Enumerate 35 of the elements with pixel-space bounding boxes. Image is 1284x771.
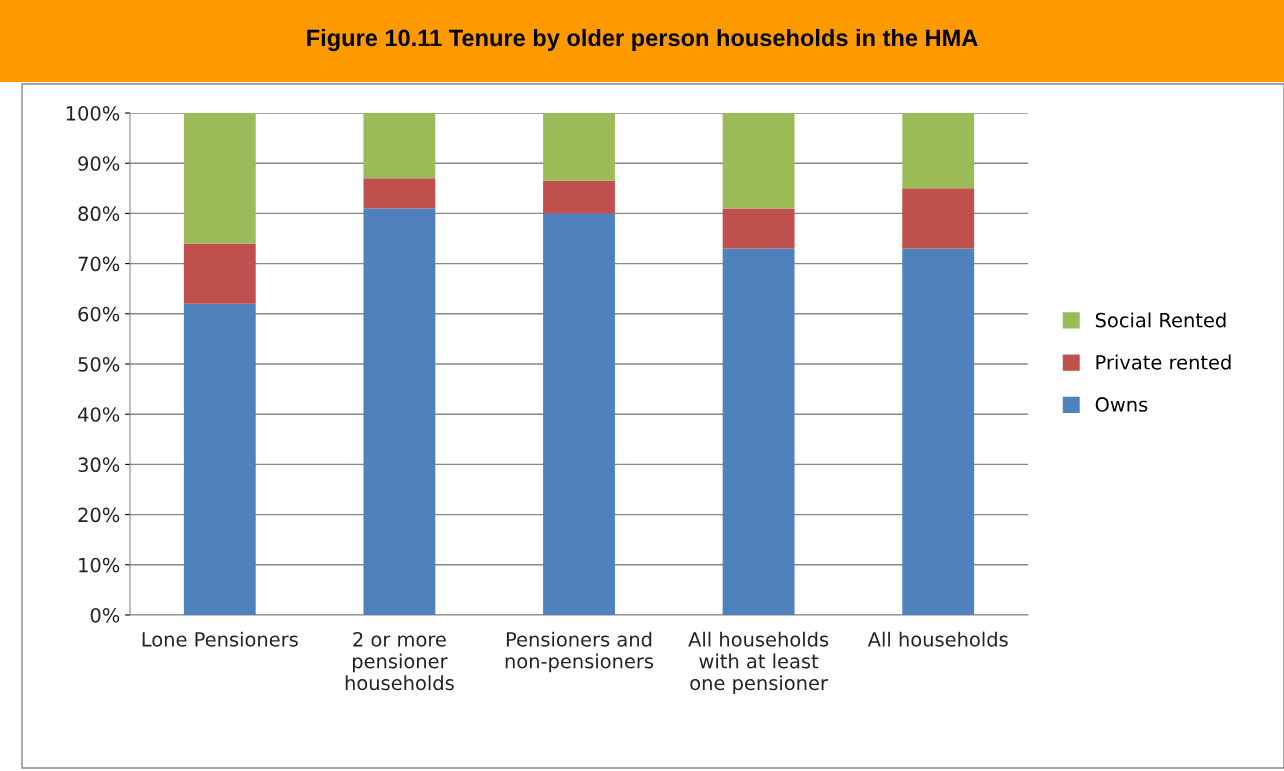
chart-title: Figure 10.11 Tenure by older person households in the HMA (307, 28, 978, 52)
bar (543, 113, 615, 181)
y-tick-label: 90% (78, 156, 120, 171)
legend-label: Social Rented (1095, 312, 1226, 328)
bar (543, 213, 615, 615)
y-tick-label: 0% (90, 607, 120, 623)
bar (363, 208, 436, 615)
bar (722, 208, 795, 249)
y-tick-label: 80% (78, 206, 120, 222)
x-tick-label: Pensioners and non-pensioners (505, 631, 654, 673)
y-tick-label: 50% (78, 356, 120, 372)
x-tick-label: All households with at least one pensioner (688, 631, 829, 695)
legend-label: Owns (1095, 397, 1148, 412)
bar (722, 113, 795, 209)
bar (902, 113, 975, 189)
x-tick-label: Lone Pensioners (142, 631, 298, 647)
y-tick-label: 100% (66, 105, 120, 121)
bar (902, 248, 975, 615)
bar (902, 188, 975, 249)
bar (183, 303, 256, 615)
bar (183, 113, 256, 244)
legend-label: Private rented (1096, 354, 1231, 370)
bar (363, 178, 436, 209)
bar (183, 243, 256, 304)
bar (722, 248, 795, 615)
bar (363, 113, 436, 179)
y-tick-label: 30% (78, 457, 120, 473)
y-tick-label: 60% (78, 306, 120, 322)
y-tick-label: 40% (78, 407, 120, 422)
y-tick-label: 20% (78, 507, 120, 523)
x-tick-label: All households (867, 631, 1008, 647)
y-tick-label: 10% (79, 557, 120, 573)
y-tick-label: 70% (78, 256, 120, 272)
x-tick-label: 2 or more pensioner households (345, 632, 454, 691)
bar (543, 180, 615, 214)
